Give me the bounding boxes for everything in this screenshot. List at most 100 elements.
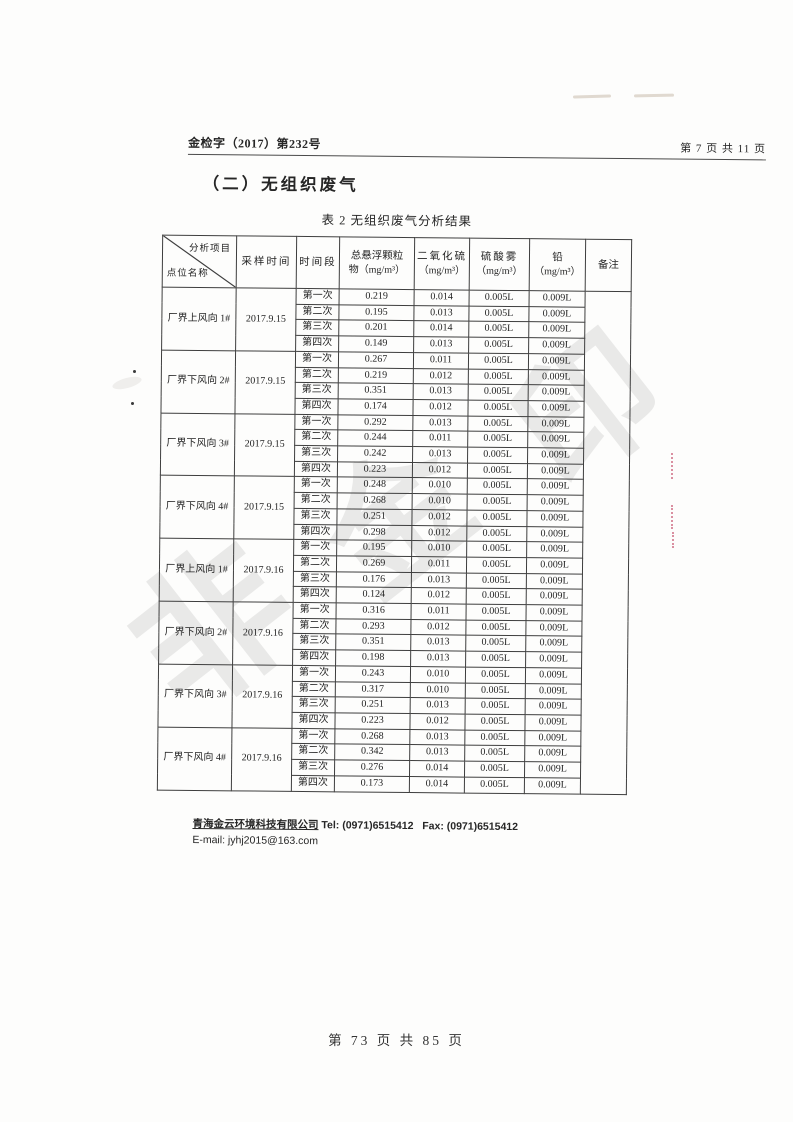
report-footer: 青海金云环境科技有限公司 Tel: (0971)6515412 Fax: (09…	[192, 816, 518, 851]
column-header-pb-line2: （mg/m³）	[534, 266, 581, 278]
period-cell: 第二次	[292, 618, 337, 635]
pb-value-cell: 0.009L	[527, 494, 584, 512]
so2-value-cell: 0.013	[409, 729, 465, 746]
period-cell: 第四次	[293, 523, 337, 541]
diagonal-divider-icon	[162, 235, 237, 288]
h2so4-value-cell: 0.005L	[467, 431, 528, 448]
h2so4-value-cell: 0.005L	[465, 666, 526, 684]
column-header-period: 时间段	[296, 236, 340, 289]
sampling-date-cell: 2017.9.15	[235, 287, 297, 352]
period-cell: 第四次	[291, 712, 336, 729]
so2-value-cell: 0.013	[410, 697, 466, 715]
pb-value-cell: 0.009L	[527, 400, 585, 417]
tsp-value-cell: 0.317	[335, 681, 411, 698]
h2so4-value-cell: 0.005L	[466, 509, 528, 527]
period-cell: 第三次	[293, 508, 338, 525]
h2so4-value-cell: 0.005L	[466, 557, 527, 574]
header-page-info: 第 7 页 共 11 页	[680, 142, 767, 156]
period-cell: 第三次	[292, 633, 336, 650]
so2-value-cell: 0.012	[412, 399, 469, 416]
tsp-value-cell: 0.268	[337, 492, 413, 510]
tsp-value-cell: 0.248	[337, 477, 413, 494]
pb-value-cell: 0.009L	[528, 337, 585, 355]
so2-value-cell: 0.013	[412, 446, 468, 463]
h2so4-value-cell: 0.005L	[464, 714, 526, 731]
tsp-value-cell: 0.198	[335, 649, 411, 667]
column-header-sampling-time: 采样时间	[236, 235, 297, 289]
pb-value-cell: 0.009L	[527, 479, 584, 496]
footer-email: E-mail: jyhj2015@163.com	[192, 833, 319, 848]
column-header-so2-line1: 二氧化硫	[416, 250, 468, 263]
tsp-value-cell: 0.251	[335, 697, 411, 714]
point-name-cell: 厂界上风向 1#	[159, 538, 234, 602]
doc-number: 金检字（2017）第232号	[188, 135, 322, 152]
tsp-value-cell: 0.269	[336, 555, 412, 573]
margin-dot	[131, 402, 134, 405]
h2so4-value-cell: 0.005L	[467, 415, 528, 432]
h2so4-value-cell: 0.005L	[467, 447, 528, 464]
period-cell: 第一次	[294, 476, 338, 493]
so2-value-cell: 0.014	[414, 289, 470, 306]
h2so4-value-cell: 0.005L	[467, 400, 529, 417]
point-name-cell: 厂界下风向 2#	[160, 349, 236, 414]
pb-value-cell: 0.009L	[526, 510, 584, 527]
so2-value-cell: 0.012	[409, 713, 466, 730]
h2so4-value-cell: 0.005L	[465, 698, 526, 715]
column-header-so2: 二氧化硫 （mg/m³）	[414, 237, 470, 291]
so2-value-cell: 0.013	[410, 635, 466, 652]
period-cell: 第二次	[292, 680, 336, 698]
point-name-cell: 厂界下风向 3#	[160, 412, 235, 477]
h2so4-value-cell: 0.005L	[467, 494, 528, 511]
pb-value-cell: 0.009L	[524, 714, 582, 731]
pb-value-cell: 0.009L	[525, 683, 582, 700]
so2-value-cell: 0.014	[413, 320, 469, 338]
document-header: 金检字（2017）第232号 第 7 页 共 11 页	[187, 133, 767, 161]
pb-value-cell: 0.009L	[524, 746, 581, 763]
column-header-so2-line2: （mg/m³）	[418, 264, 466, 277]
margin-dot	[133, 370, 136, 373]
period-cell: 第三次	[295, 319, 339, 336]
so2-value-cell: 0.011	[411, 603, 467, 620]
tsp-value-cell: 0.219	[339, 288, 415, 306]
pb-value-cell: 0.009L	[525, 636, 582, 653]
h2so4-value-cell: 0.005L	[465, 682, 526, 699]
so2-value-cell: 0.010	[410, 682, 466, 699]
so2-value-cell: 0.012	[411, 509, 468, 526]
h2so4-value-cell: 0.005L	[465, 651, 526, 668]
period-cell: 第三次	[291, 759, 335, 776]
period-cell: 第四次	[295, 335, 339, 352]
pb-value-cell: 0.009L	[528, 369, 585, 386]
period-cell: 第一次	[296, 288, 340, 305]
tsp-value-cell: 0.149	[338, 335, 414, 353]
section-title: （二）无组织废气	[202, 174, 359, 195]
pb-value-cell: 0.009L	[528, 384, 585, 402]
h2so4-value-cell: 0.005L	[468, 352, 529, 370]
period-cell: 第三次	[294, 445, 338, 462]
period-cell: 第三次	[293, 571, 337, 588]
footer-fax: Fax: (0971)6515412	[422, 820, 519, 834]
pb-value-cell: 0.009L	[524, 777, 581, 794]
sampling-date-cell: 2017.9.16	[233, 539, 294, 603]
h2so4-value-cell: 0.005L	[465, 619, 526, 637]
period-cell: 第四次	[294, 461, 338, 478]
period-cell: 第四次	[291, 775, 335, 792]
so2-value-cell: 0.010	[411, 540, 467, 558]
period-cell: 第一次	[291, 728, 335, 745]
h2so4-value-cell: 0.005L	[466, 572, 527, 590]
so2-value-cell: 0.011	[413, 352, 469, 369]
pb-value-cell: 0.009L	[524, 730, 581, 747]
pb-value-cell: 0.009L	[529, 290, 586, 307]
period-cell: 第一次	[293, 602, 337, 619]
pb-value-cell: 0.009L	[526, 526, 583, 543]
tsp-value-cell: 0.351	[335, 634, 411, 651]
company-name: 青海金云环境科技有限公司	[192, 817, 319, 832]
h2so4-value-cell: 0.005L	[466, 541, 527, 558]
tsp-value-cell: 0.292	[337, 414, 413, 431]
so2-value-cell: 0.010	[412, 477, 468, 495]
analysis-results-table: 分析项目 点位名称 采样时间 时间段 总悬浮颗粒 物（mg/m³） 二氧化硫 （…	[157, 235, 632, 795]
pb-value-cell: 0.009L	[527, 447, 584, 464]
sampling-date-cell: 2017.9.15	[233, 476, 295, 540]
so2-value-cell: 0.010	[410, 666, 466, 683]
period-cell: 第一次	[295, 351, 339, 368]
